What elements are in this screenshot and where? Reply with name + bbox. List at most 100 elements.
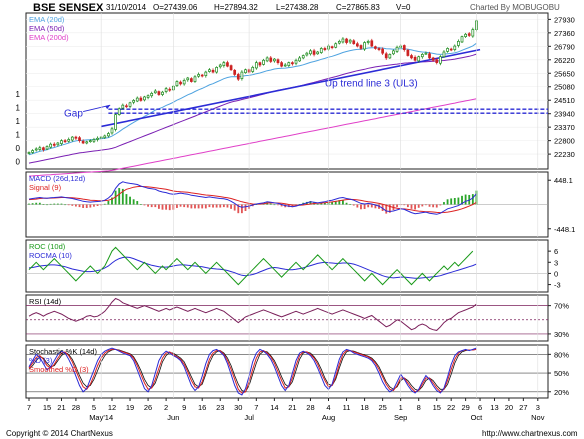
candle-body xyxy=(453,45,457,50)
macd-hist-bar xyxy=(35,202,38,205)
y-tick-0-1: 22800 xyxy=(554,137,575,146)
candle-body xyxy=(92,139,96,142)
macd-hist-bar xyxy=(406,204,409,208)
x-day-label-1: 15 xyxy=(43,403,51,412)
candle-body xyxy=(301,55,305,59)
macd-hist-bar xyxy=(219,204,222,208)
candle-body xyxy=(222,62,226,66)
macd-hist-bar xyxy=(309,201,312,205)
macd-hist-bar xyxy=(78,204,81,208)
macd-hist-bar xyxy=(370,204,373,208)
stoch-k-line xyxy=(28,347,477,396)
candle-body xyxy=(182,80,186,85)
macd-hist-bar xyxy=(338,200,341,205)
macd-hist-bar xyxy=(331,201,334,205)
macd-hist-bar xyxy=(280,204,283,207)
macd-hist-bar xyxy=(316,203,319,205)
macd-hist-bar xyxy=(154,204,157,208)
x-day-label-19: 18 xyxy=(360,403,368,412)
candle-body xyxy=(471,29,475,37)
macd-hist-bar xyxy=(143,204,146,206)
macd-hist-bar xyxy=(168,204,171,211)
x-day-label-10: 16 xyxy=(198,403,206,412)
macd-hist-bar xyxy=(194,204,196,209)
macd-hist-bar xyxy=(147,204,149,207)
candle-body xyxy=(374,46,377,49)
y-tick-2-3: -3 xyxy=(554,281,561,290)
macd-hist-bar xyxy=(233,204,236,211)
left-label-3: 1 xyxy=(16,131,21,140)
candle-body xyxy=(103,135,107,139)
macd-hist-bar xyxy=(385,204,388,214)
candle-body xyxy=(280,62,283,67)
y-tick-4-1: 50% xyxy=(554,369,569,378)
macd-hist-bar xyxy=(161,204,164,210)
macd-hist-bar xyxy=(255,204,258,205)
candle-body xyxy=(269,57,273,62)
macd-hist-bar xyxy=(85,204,88,208)
candle-body xyxy=(345,38,348,43)
candle-body xyxy=(244,69,247,74)
candle-body xyxy=(319,48,323,53)
left-label-4: 0 xyxy=(16,144,21,153)
macd-hist-bar xyxy=(435,204,438,208)
panel-frame-0 xyxy=(25,12,549,170)
candle-body xyxy=(251,67,255,72)
candle-body xyxy=(70,136,74,141)
candle-body xyxy=(428,53,431,59)
macd-hist-bar xyxy=(334,200,337,205)
candle-body xyxy=(439,56,442,64)
candle-body xyxy=(31,150,34,153)
macd-hist-bar xyxy=(114,190,117,205)
low-label: L=27438.28 xyxy=(276,3,319,12)
macd-line xyxy=(28,181,477,215)
candle-body xyxy=(45,146,49,150)
y-tick-0-9: 27360 xyxy=(554,29,575,38)
x-month-label-2: Jul xyxy=(244,413,254,422)
macd-hist-bar xyxy=(183,204,186,208)
legend-3-0: RSI (14d) xyxy=(29,297,62,306)
macd-hist-bar xyxy=(352,204,355,206)
macd-hist-bar xyxy=(342,200,344,205)
macd-hist-bar xyxy=(432,204,435,208)
candle-body xyxy=(121,104,125,109)
trend-line-ul3 xyxy=(101,48,481,128)
x-month-label-6: Nov xyxy=(531,413,545,422)
candle-body xyxy=(262,59,265,65)
macd-hist-bar xyxy=(269,203,272,205)
macd-hist-bar xyxy=(28,203,30,205)
macd-hist-bar xyxy=(204,204,207,209)
macd-hist-bar xyxy=(356,204,359,208)
candle-body xyxy=(337,41,341,44)
candle-body xyxy=(139,97,143,101)
x-day-label-9: 9 xyxy=(182,403,186,412)
left-label-1: 1 xyxy=(16,104,21,113)
macd-hist-bar xyxy=(345,202,348,205)
macd-hist-bar xyxy=(89,204,92,208)
candle-body xyxy=(52,143,56,146)
y-tick-0-2: 23370 xyxy=(554,123,575,132)
y-tick-0-6: 25650 xyxy=(554,69,575,78)
candle-body xyxy=(273,58,276,62)
macd-hist-bar xyxy=(291,204,294,208)
macd-hist-bar xyxy=(121,188,124,205)
macd-hist-bar xyxy=(464,194,467,205)
candle-body xyxy=(153,90,157,94)
macd-hist-bar xyxy=(461,195,463,205)
candle-body xyxy=(128,102,132,107)
candle-body xyxy=(81,140,85,144)
roc-line xyxy=(28,246,474,286)
macd-hist-bar xyxy=(64,204,66,206)
macd-hist-bar xyxy=(417,204,420,208)
y-tick-1-0: 448.1 xyxy=(554,176,573,185)
macd-hist-bar xyxy=(277,204,279,206)
x-day-label-13: 7 xyxy=(254,403,258,412)
panel-frame-2 xyxy=(25,239,549,293)
candle-body xyxy=(449,48,453,51)
candle-body xyxy=(226,62,229,67)
candle-body xyxy=(348,39,352,43)
candle-body xyxy=(291,62,294,65)
x-day-label-25: 29 xyxy=(461,403,469,412)
macd-hist-bar xyxy=(111,197,113,205)
x-day-label-28: 20 xyxy=(505,403,513,412)
